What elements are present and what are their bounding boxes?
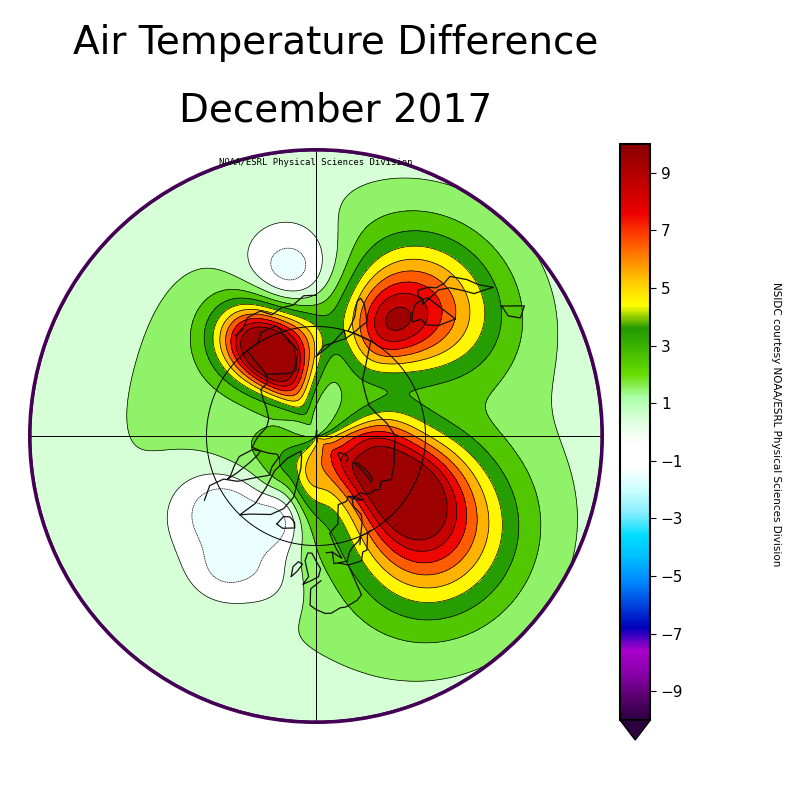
Point bbox=[310, 430, 322, 442]
Point bbox=[310, 430, 322, 442]
Text: NSIDC courtesy NOAA/ESRL Physical Sciences Division: NSIDC courtesy NOAA/ESRL Physical Scienc… bbox=[771, 282, 781, 566]
Point bbox=[310, 430, 322, 442]
Point bbox=[310, 430, 322, 442]
Point bbox=[310, 430, 322, 442]
Point bbox=[310, 430, 322, 442]
Point bbox=[310, 430, 322, 442]
Point bbox=[310, 430, 322, 442]
Point bbox=[310, 430, 322, 442]
Point bbox=[310, 430, 322, 442]
Point bbox=[310, 430, 322, 442]
Point bbox=[310, 430, 322, 442]
Point bbox=[310, 430, 322, 442]
Point bbox=[310, 430, 322, 442]
Point bbox=[310, 430, 322, 442]
Point bbox=[310, 430, 322, 442]
Point bbox=[310, 430, 322, 442]
Point bbox=[310, 430, 322, 442]
Point bbox=[310, 430, 322, 442]
Point bbox=[310, 430, 322, 442]
Point bbox=[310, 430, 322, 442]
Text: December 2017: December 2017 bbox=[179, 92, 493, 130]
Point bbox=[310, 430, 322, 442]
Point bbox=[310, 430, 322, 442]
Point bbox=[310, 430, 322, 442]
Point bbox=[310, 430, 322, 442]
Point bbox=[310, 430, 322, 442]
Point bbox=[310, 430, 322, 442]
Point bbox=[310, 430, 322, 442]
Point bbox=[310, 430, 322, 442]
Point bbox=[310, 430, 322, 442]
Point bbox=[310, 430, 322, 442]
Point bbox=[310, 430, 322, 442]
Point bbox=[310, 430, 322, 442]
Point bbox=[310, 430, 322, 442]
Point bbox=[310, 430, 322, 442]
Point bbox=[310, 430, 322, 442]
Point bbox=[310, 430, 322, 442]
Point bbox=[310, 430, 322, 442]
Text: NOAA/ESRL Physical Sciences Division: NOAA/ESRL Physical Sciences Division bbox=[219, 158, 413, 167]
Point bbox=[310, 430, 322, 442]
Point bbox=[310, 430, 322, 442]
Point bbox=[310, 430, 322, 442]
Text: Air Temperature Difference: Air Temperature Difference bbox=[74, 24, 598, 62]
Point bbox=[310, 430, 322, 442]
Point bbox=[310, 430, 322, 442]
